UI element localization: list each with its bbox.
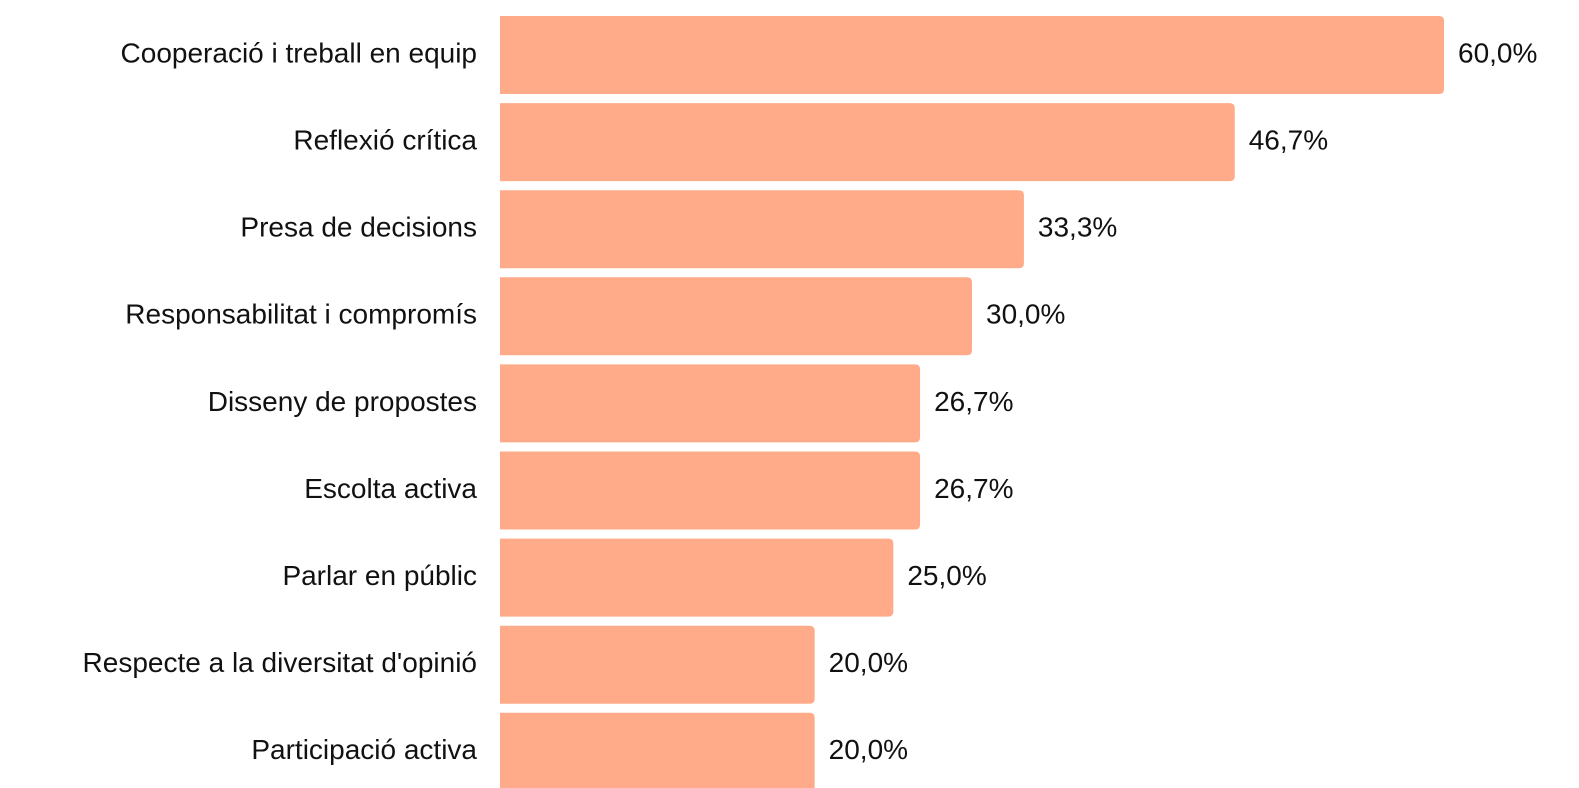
bar (500, 712, 815, 788)
category-label: Reflexió crítica (293, 124, 477, 155)
category-label: Cooperació i treball en equip (121, 37, 477, 68)
value-label: 30,0% (986, 299, 1065, 330)
bar (500, 364, 921, 443)
category-label: Participació activa (251, 734, 477, 765)
value-label: 20,0% (829, 647, 908, 678)
bar (500, 538, 894, 617)
bar (500, 451, 921, 530)
bar (500, 625, 815, 704)
bar (500, 190, 1024, 269)
category-label: Responsabilitat i compromís (125, 299, 477, 330)
category-label: Escolta activa (304, 473, 477, 504)
category-label: Respecte a la diversitat d'opinió (83, 647, 477, 678)
value-label: 33,3% (1038, 212, 1117, 243)
value-label: 26,7% (934, 473, 1013, 504)
value-label: 60,0% (1458, 37, 1537, 68)
bar (500, 277, 972, 356)
category-label: Presa de decisions (240, 212, 477, 243)
category-label: Disseny de propostes (208, 386, 477, 417)
value-label: 20,0% (829, 734, 908, 765)
value-label: 25,0% (907, 560, 986, 591)
category-label: Parlar en públic (282, 560, 477, 591)
value-label: 26,7% (934, 386, 1013, 417)
bar (500, 103, 1235, 182)
bar (500, 16, 1444, 94)
value-label: 46,7% (1249, 124, 1328, 155)
